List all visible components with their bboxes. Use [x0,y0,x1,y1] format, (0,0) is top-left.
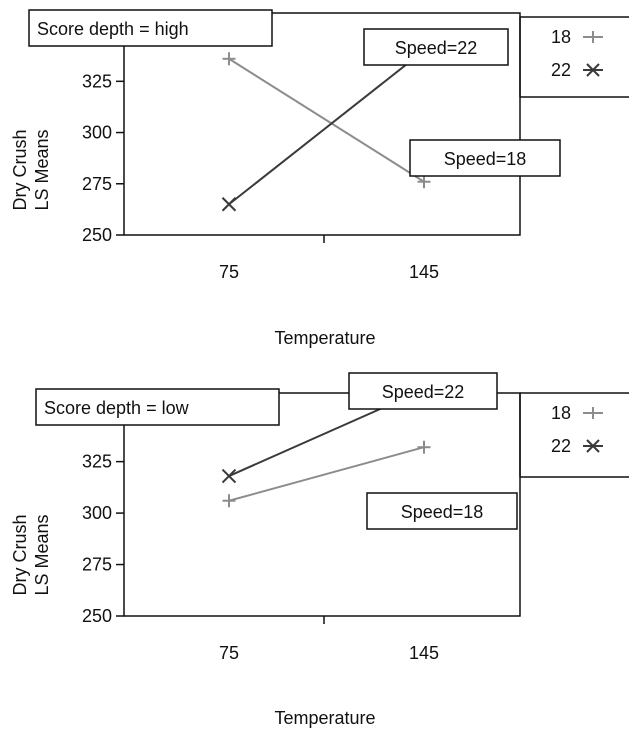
annotation-22: Speed=22 [382,382,465,402]
legend-marker-22-stroke-b [586,439,600,453]
annotation-18: Speed=18 [444,149,527,169]
x-tick-label-145: 145 [409,262,439,282]
y-tick-label-300: 300 [82,503,112,523]
legend-entry-18: 18 [551,27,571,47]
series-line-18 [228,57,425,183]
y-axis-label-line-1: Dry Crush [10,514,30,595]
legend-marker-18 [587,407,599,419]
annotation-box-18 [409,139,561,177]
y-tick-label-275: 275 [82,555,112,575]
x-tick-label-75: 75 [219,643,239,663]
x-tick-label-75: 75 [219,262,239,282]
data-point-18-75 [222,494,236,508]
plot-frame [123,12,521,236]
x-axis-label: Temperature [274,328,375,348]
x-axis-label: Temperature [274,708,375,728]
annotation-22: Speed=22 [395,38,478,58]
annotation-18: Speed=18 [401,502,484,522]
legend-marker-18 [587,31,599,43]
x-tick-label-145: 145 [409,643,439,663]
panel-label: Score depth = high [37,19,189,39]
series-line-22 [228,49,425,206]
data-point-18-75 [222,52,236,66]
data-point-18-145 [417,440,431,454]
y-axis-label: Dry Crush LS Means [10,129,52,210]
y-tick-label-250: 250 [82,225,112,245]
plot-frame [123,392,521,617]
panel-label: Score depth = low [44,398,190,418]
legend-marker-22-stroke-b [586,63,600,77]
chart-panel-1: 25027530032535075145TemperatureDry Crush… [10,9,629,348]
y-axis-label-line-1: Dry Crush [10,129,30,210]
data-point-22-75-stroke-b [221,468,237,484]
y-tick-label-325: 325 [82,452,112,472]
legend-marker-22 [586,439,600,453]
y-tick-label-325: 325 [82,71,112,91]
legend-marker-22 [586,63,600,77]
y-tick-label-250: 250 [82,606,112,626]
data-point-22-75 [221,197,237,212]
panel-label-box [35,388,280,426]
annotation-box-22 [363,28,509,66]
y-axis-label: Dry Crush LS Means [10,514,52,595]
data-point-22-75 [221,468,237,484]
annotation-box-22 [348,372,498,410]
legend-entry-18: 18 [551,403,571,423]
legend-entry-22: 22 [551,436,571,456]
series-line-18 [228,446,425,502]
y-tick-label-275: 275 [82,174,112,194]
data-point-22-75-stroke-b [221,197,237,212]
data-point-18-145 [417,175,431,189]
y-axis-label-line-2: LS Means [32,514,52,595]
y-axis-label-line-2: LS Means [32,129,52,210]
y-tick-label-300: 300 [82,123,112,143]
annotation-box-18 [366,492,518,530]
panel-label-box [28,9,273,47]
legend-entry-22: 22 [551,60,571,80]
chart-panel-2: 25027530032535075145TemperatureDry Crush… [10,372,629,728]
